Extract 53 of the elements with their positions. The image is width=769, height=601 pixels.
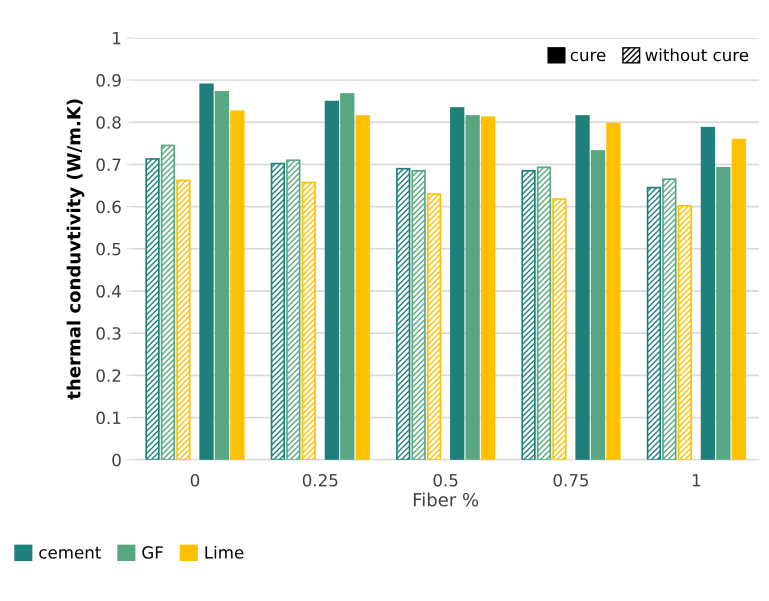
bar: [590, 150, 606, 460]
annotation: cure: [570, 52, 606, 62]
y-tick-label: 0.5: [96, 242, 120, 256]
y-tick-label: 0.3: [96, 327, 121, 340]
y-tick-label: 0.2: [96, 369, 120, 382]
bar: [230, 110, 245, 460]
legend-label: GF: [142, 546, 163, 559]
x-tick-label: 0.25: [302, 474, 338, 487]
legend-label: Lime: [205, 546, 244, 559]
x-tick-label: 0.5: [433, 474, 458, 487]
bar: [214, 91, 230, 460]
bar: [732, 138, 746, 460]
bar: [270, 162, 286, 460]
bar: [324, 100, 340, 460]
bar: [199, 83, 214, 460]
y-tick-label: 1: [113, 32, 120, 44]
y-axis-title: thermal conduvtivity (W/m.K): [66, 99, 84, 400]
bar: [700, 126, 716, 460]
y-tick-label: 0.4: [96, 284, 121, 298]
y-tick-label: 0.6: [96, 200, 121, 214]
bar: [411, 170, 426, 460]
y-tick-label: 0: [112, 454, 121, 466]
y-tick-label: 0.7: [96, 158, 120, 172]
bar: [176, 180, 191, 460]
bar: [646, 186, 662, 460]
bar: [575, 115, 590, 460]
bar: [552, 198, 567, 460]
bar: [302, 182, 316, 460]
bar: [662, 178, 676, 460]
bar: [716, 166, 730, 460]
bar: [450, 107, 464, 460]
bar: [480, 116, 496, 460]
bar: [465, 115, 480, 460]
annotation: without cure: [645, 48, 748, 62]
bar: [396, 168, 410, 460]
bar: [340, 93, 354, 460]
x-axis-title: Fiber %: [414, 492, 478, 507]
bar: [145, 158, 160, 460]
bar: [426, 193, 442, 460]
bar: [160, 144, 176, 460]
bar: [606, 122, 621, 460]
legend-label: cement: [39, 546, 101, 559]
bar: [536, 166, 552, 460]
x-tick-label: 0: [190, 474, 200, 487]
bar: [356, 115, 370, 460]
bar: [521, 170, 536, 460]
x-tick-label: 0.75: [554, 474, 588, 487]
bar: [678, 204, 692, 460]
y-tick-label: 0.9: [96, 74, 121, 87]
bar: [286, 159, 300, 460]
y-tick-label: 0.8: [96, 116, 121, 129]
y-tick-label: 0.1: [96, 412, 120, 424]
x-tick-label: 1: [692, 474, 700, 486]
